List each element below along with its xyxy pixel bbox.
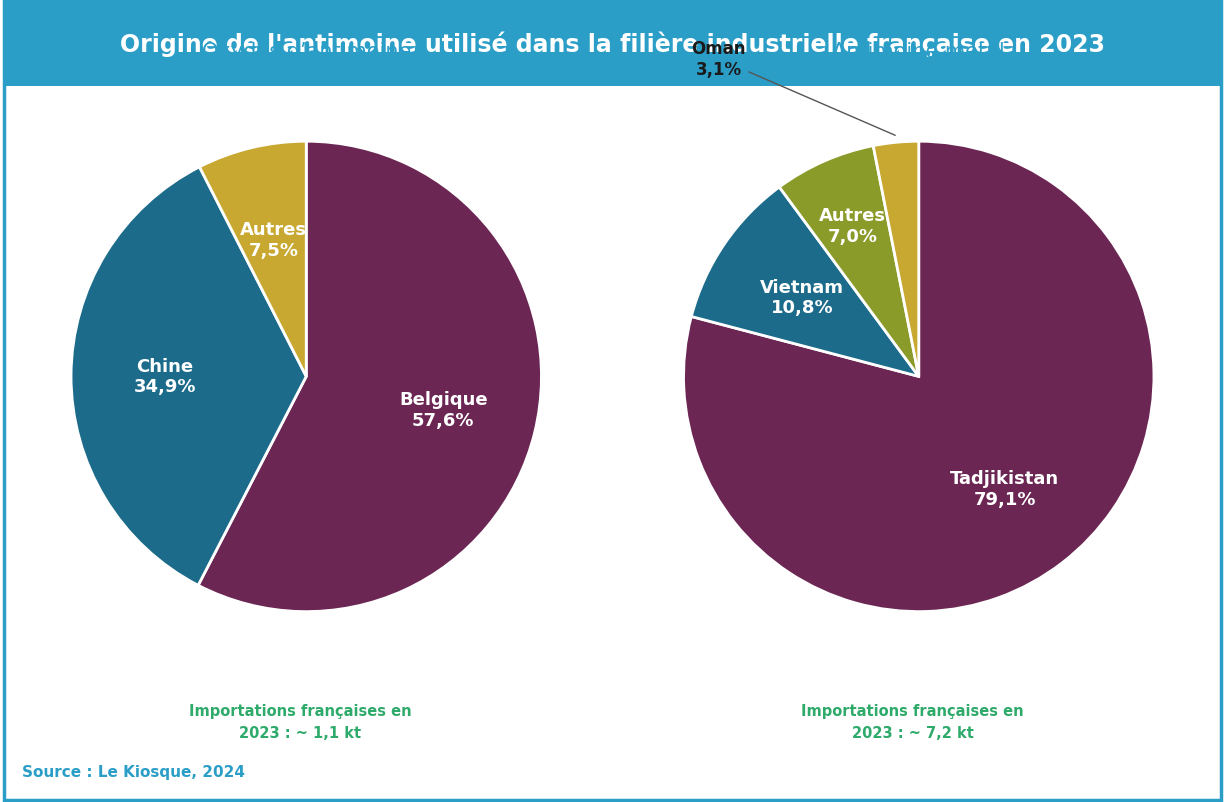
Title: Oxydes d’antimoine: Oxydes d’antimoine xyxy=(202,43,410,63)
Wedge shape xyxy=(684,142,1154,612)
Title: Antimoine métal: Antimoine métal xyxy=(832,43,1006,63)
Text: Tadjikistan
79,1%: Tadjikistan 79,1% xyxy=(951,469,1060,508)
FancyBboxPatch shape xyxy=(4,2,1221,87)
Text: Importations françaises en
2023 : ~ 1,1 kt: Importations françaises en 2023 : ~ 1,1 … xyxy=(189,703,412,740)
Wedge shape xyxy=(691,188,919,377)
Text: Oman
3,1%: Oman 3,1% xyxy=(692,40,895,136)
Text: Source : Le Kiosque, 2024: Source : Le Kiosque, 2024 xyxy=(22,764,245,779)
Wedge shape xyxy=(198,142,541,612)
Text: Autres
7,0%: Autres 7,0% xyxy=(820,207,886,246)
Text: Autres
7,5%: Autres 7,5% xyxy=(240,221,306,259)
Text: Origine de l'antimoine utilisé dans la filière industrielle française en 2023: Origine de l'antimoine utilisé dans la f… xyxy=(120,32,1105,57)
Wedge shape xyxy=(71,168,306,585)
Text: Chine
34,9%: Chine 34,9% xyxy=(134,357,196,396)
Text: Importations françaises en
2023 : ~ 7,2 kt: Importations françaises en 2023 : ~ 7,2 … xyxy=(801,703,1024,740)
Wedge shape xyxy=(779,147,919,377)
Text: Vietnam
10,8%: Vietnam 10,8% xyxy=(760,278,844,317)
Wedge shape xyxy=(873,142,919,377)
Text: Belgique
57,6%: Belgique 57,6% xyxy=(399,391,488,430)
Wedge shape xyxy=(200,142,306,377)
